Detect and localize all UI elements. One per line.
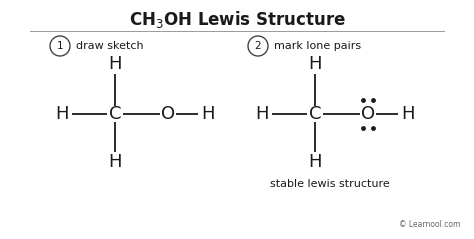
Text: 2: 2 xyxy=(255,41,261,51)
Text: CH$_3$OH Lewis Structure: CH$_3$OH Lewis Structure xyxy=(128,9,346,29)
Text: O: O xyxy=(161,105,175,123)
Text: stable lewis structure: stable lewis structure xyxy=(270,179,390,189)
Text: H: H xyxy=(401,105,415,123)
Text: mark lone pairs: mark lone pairs xyxy=(274,41,361,51)
Text: draw sketch: draw sketch xyxy=(76,41,144,51)
Text: © Learnool.com: © Learnool.com xyxy=(399,220,460,229)
Text: H: H xyxy=(255,105,269,123)
Text: 1: 1 xyxy=(57,41,64,51)
Text: H: H xyxy=(308,55,322,73)
Text: C: C xyxy=(309,105,321,123)
Text: H: H xyxy=(108,55,122,73)
Text: O: O xyxy=(361,105,375,123)
Text: H: H xyxy=(55,105,69,123)
Text: H: H xyxy=(108,153,122,171)
Text: C: C xyxy=(109,105,121,123)
Text: H: H xyxy=(201,105,215,123)
Text: H: H xyxy=(308,153,322,171)
